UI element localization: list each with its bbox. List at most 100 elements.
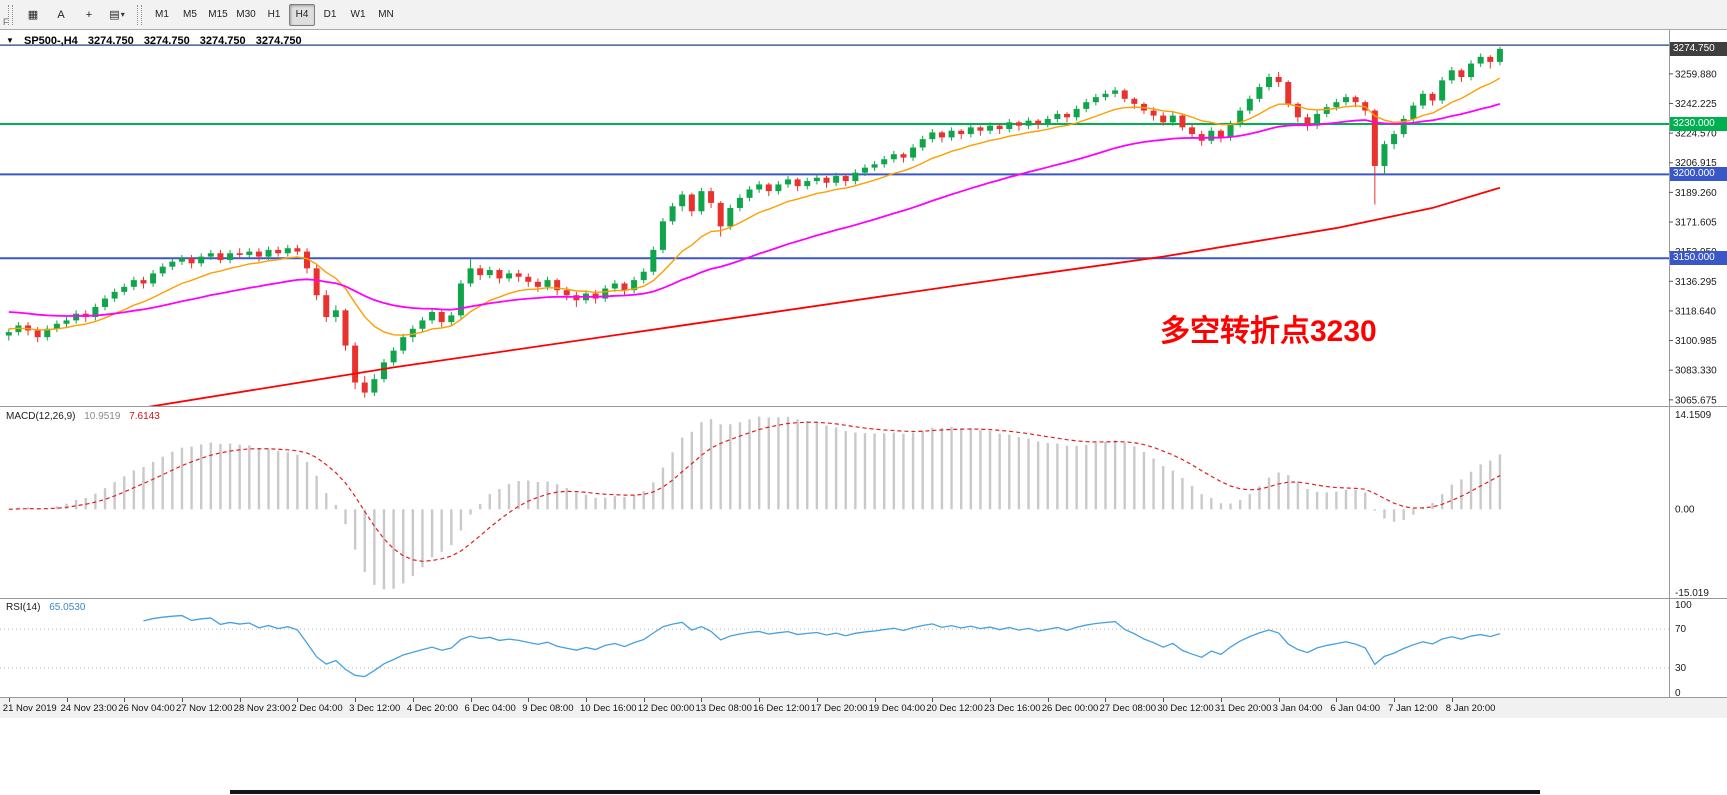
time-axis-label: 12 Dec 00:00 (637, 703, 695, 714)
timeframe-button-m30[interactable]: M30 (236, 9, 256, 20)
macd-indicator-label: MACD(12,26,9) (6, 411, 76, 422)
candle-body (919, 139, 926, 148)
chart-canvas[interactable]: 3259.880 3242.225 3224.570 3206.915 3189.260… (0, 30, 1727, 795)
main-pane (0, 44, 1669, 406)
time-axis-label: 31 Dec 20:00 (1214, 703, 1272, 714)
price-axis-label: 3171.605 (1675, 218, 1717, 229)
candle-body (352, 345, 359, 383)
candle-body (1323, 107, 1330, 114)
candle-body (900, 154, 907, 158)
candle-body (1237, 110, 1244, 124)
candle-body (813, 177, 820, 182)
time-axis-label: 21 Nov 2019 (2, 703, 57, 714)
candle-body (111, 291, 118, 299)
text-tool-button[interactable]: A (57, 8, 65, 21)
macd-axis-label: -15.019 (1675, 588, 1709, 599)
candle-body (1092, 97, 1099, 103)
price-axis-label: 3083.330 (1675, 366, 1717, 377)
candle-body (717, 202, 724, 227)
candle-body (429, 312, 436, 321)
timeframe-button-h4[interactable]: H4 (289, 3, 315, 26)
time-axis-tick (759, 698, 761, 702)
ohlc-open: 3274.750 (87, 35, 134, 47)
candle-body (881, 159, 888, 165)
timeframe-button-w1[interactable]: W1 (350, 9, 366, 20)
candle-body (313, 268, 320, 296)
pane-separator[interactable] (0, 596, 1727, 601)
timeframe-button-h1[interactable]: H1 (267, 9, 281, 20)
toolbar-drag-handle[interactable] (8, 4, 13, 25)
time-axis-tick (586, 698, 587, 702)
candle-body (169, 261, 176, 267)
candle-body (1342, 97, 1349, 103)
time-axis-tick (990, 698, 992, 702)
candle-body (948, 130, 955, 138)
candle-body (275, 249, 282, 254)
candle-body (73, 313, 80, 321)
time-axis-label: 19 Dec 04:00 (868, 703, 926, 714)
level-price-badge[interactable]: 3230.000 (1670, 117, 1727, 131)
time-axis[interactable]: 21 Nov 2019 24 Nov 23:00 26 Nov 04:00 27 No… (0, 697, 1727, 718)
candle-body (967, 127, 974, 135)
chart-header: ▼ SP500-,H4 3274.750 3274.750 3274.750 3… (6, 35, 309, 47)
candle-body (631, 280, 638, 291)
candle-body (150, 273, 157, 284)
candle-body (669, 206, 676, 222)
candle-body (63, 320, 70, 324)
candle-body (534, 281, 541, 287)
price-axis-label: 3242.225 (1675, 99, 1717, 110)
time-axis-tick (1163, 698, 1165, 702)
level-price-badge[interactable]: 3200.000 (1670, 167, 1727, 182)
candle-body (659, 221, 666, 250)
candle-body (1227, 124, 1234, 138)
chart-window-icon[interactable]: ▦ (27, 9, 39, 21)
collapse-triangle-icon[interactable]: ▼ (6, 36, 14, 45)
price-axis-label: 3259.880 (1675, 69, 1717, 80)
pane-separator[interactable] (0, 404, 1727, 409)
timeframe-button-m1[interactable]: M1 (155, 9, 169, 20)
candle-body (1112, 90, 1119, 94)
candle-body (563, 290, 570, 296)
time-axis-tick (701, 698, 703, 702)
candle-body (938, 132, 945, 138)
toolbar-drag-handle[interactable] (137, 4, 142, 25)
candle-body (130, 280, 137, 287)
rsi-line (143, 614, 1501, 678)
candle-body (1294, 103, 1301, 118)
candle-body (602, 288, 609, 299)
ohlc-high: 3274.750 (143, 35, 190, 47)
candle-body (1371, 110, 1378, 166)
macd-axis-label: 14.1509 (1675, 410, 1712, 421)
level-price-badge[interactable]: 3150.000 (1670, 251, 1727, 266)
candle-body (1083, 102, 1090, 109)
candle-body (1006, 122, 1013, 130)
crosshair-tool-button[interactable]: + (85, 8, 93, 21)
price-axis-label: 3100.985 (1675, 336, 1717, 347)
time-axis-tick (66, 698, 68, 702)
timeframe-button-m15[interactable]: M15 (208, 9, 228, 20)
time-axis-tick (1047, 698, 1049, 702)
candle-body (1496, 48, 1503, 62)
candle-body (1266, 77, 1273, 88)
rsi-value: 65.0530 (49, 602, 86, 613)
candle-body (227, 253, 234, 260)
time-axis-label: 6 Jan 04:00 (1330, 703, 1381, 714)
candle-body (1015, 122, 1022, 126)
time-axis-label: 17 Dec 20:00 (810, 703, 868, 714)
rsi-indicator-label: RSI(14) (6, 602, 41, 613)
timeframe-button-mn[interactable]: MN (378, 9, 394, 20)
candle-body (236, 253, 243, 255)
candle-body (1439, 80, 1446, 101)
candle-body (525, 276, 532, 282)
price-axis-label: 3224.570 (1675, 129, 1717, 140)
template-dropdown-button[interactable]: ▤ ▾ (104, 4, 130, 26)
chart-annotation[interactable]: 多空转折点3230 (1160, 315, 1377, 348)
timeframe-button-d1[interactable]: D1 (323, 9, 337, 20)
rsi-axis-label: 70 (1675, 624, 1687, 635)
candle-body (467, 268, 474, 284)
candle-body (265, 249, 272, 257)
candle-body (294, 248, 301, 252)
chart-area[interactable]: 3259.880 3242.225 3224.570 3206.915 3189.260… (0, 30, 1727, 795)
time-axis-tick (932, 698, 934, 702)
timeframe-button-m5[interactable]: M5 (183, 9, 197, 20)
